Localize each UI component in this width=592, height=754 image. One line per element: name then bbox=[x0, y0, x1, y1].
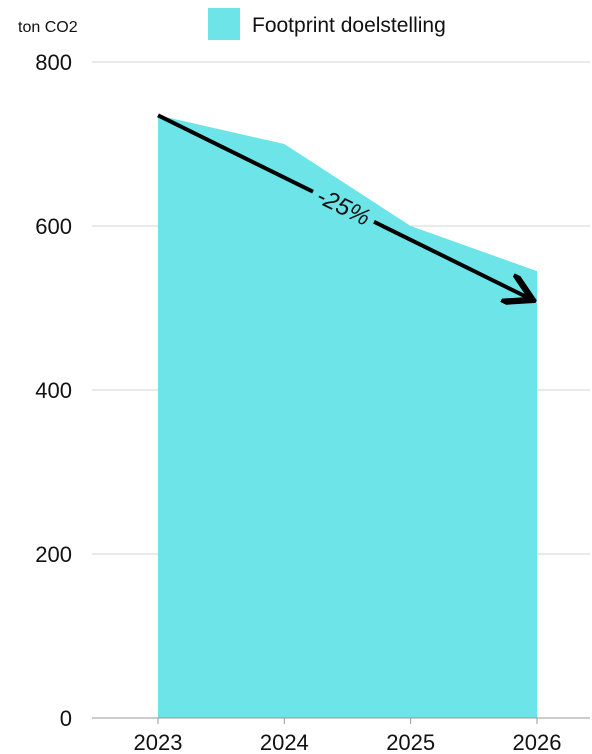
legend: Footprint doelstelling bbox=[208, 8, 446, 40]
annotation-label-bg bbox=[307, 177, 382, 233]
area-series bbox=[157, 115, 538, 719]
y-tick-label-0: 0 bbox=[60, 706, 72, 731]
y-tick-label-200: 200 bbox=[35, 542, 72, 567]
y-axis-label: ton CO2 bbox=[18, 19, 78, 36]
legend-swatch bbox=[208, 8, 240, 40]
area-fill bbox=[158, 115, 537, 719]
x-tick-label-2024: 2024 bbox=[260, 730, 309, 754]
x-tick-label-2025: 2025 bbox=[386, 730, 435, 754]
y-tick-label-400: 400 bbox=[35, 378, 72, 403]
x-tick-label-2026: 2026 bbox=[513, 730, 562, 754]
legend-label: Footprint doelstelling bbox=[252, 14, 446, 37]
axes: 0 200 400 600 800 2023 2024 2025 2026 bbox=[35, 50, 590, 754]
y-tick-label-600: 600 bbox=[35, 214, 72, 239]
y-tick-label-800: 800 bbox=[35, 50, 72, 75]
x-tick-label-2023: 2023 bbox=[134, 730, 183, 754]
